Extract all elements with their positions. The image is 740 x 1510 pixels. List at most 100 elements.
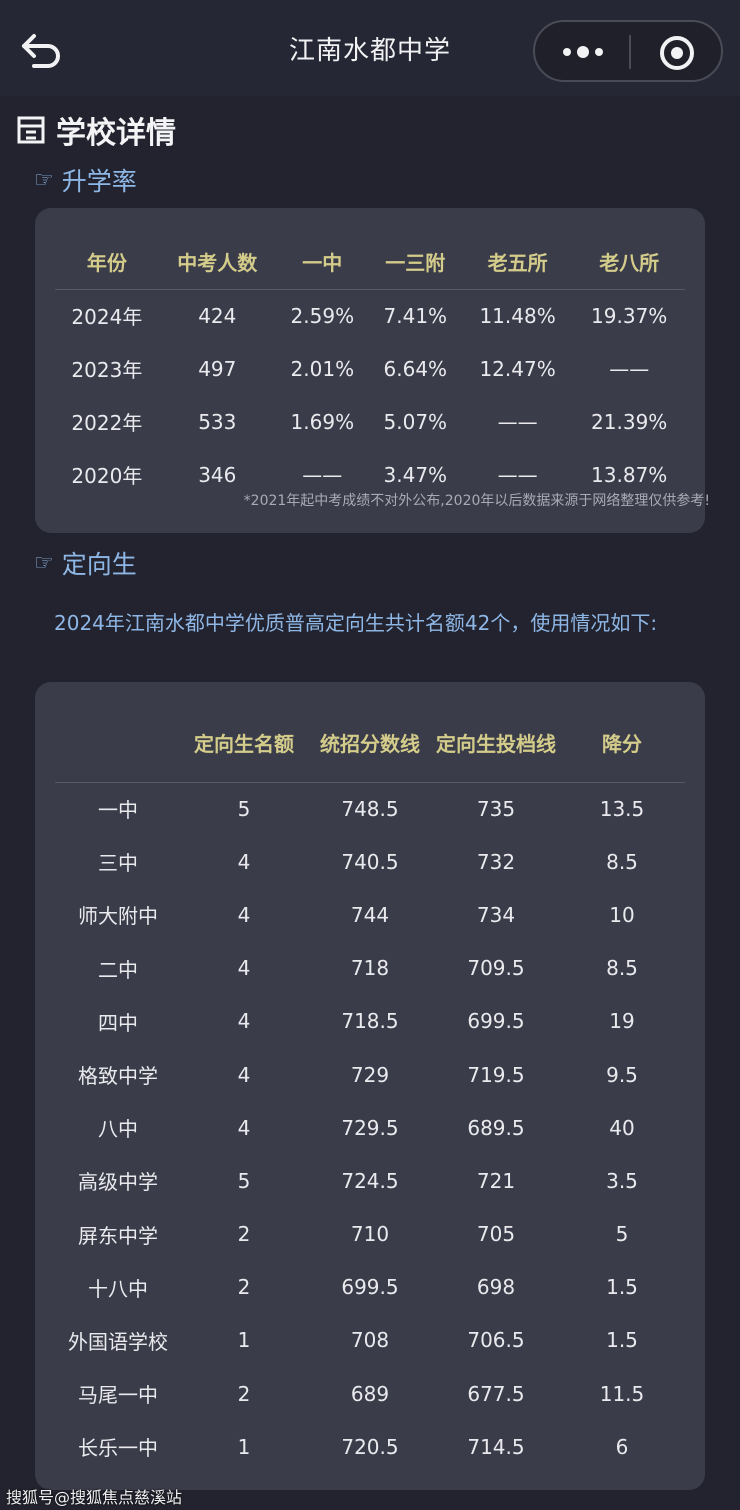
pointing-hand-icon: ☞ — [34, 550, 54, 576]
quota-cell: 4 — [237, 849, 251, 874]
quota-cell: 13.5 — [599, 796, 645, 821]
section-heading-text: 学校详情 — [56, 116, 176, 151]
quota-cell: 724.5 — [341, 1168, 399, 1193]
quota-cell: 748.5 — [341, 796, 399, 821]
table-row: 2023年 497 2.01% 6.64% 12.47% —— — [55, 342, 685, 395]
rates-header-cell: 老八所 — [573, 234, 685, 290]
quota-cell: 3.5 — [606, 1168, 638, 1193]
quota-cell: 1.5 — [606, 1275, 638, 1300]
quota-header-cell — [55, 706, 181, 783]
rates-cell: 2024年 — [71, 305, 143, 330]
quota-cell: 四中 — [98, 1010, 138, 1035]
quota-cell: 698 — [476, 1275, 516, 1300]
rates-header-cell: 一三附 — [368, 234, 462, 290]
quota-cell: 729.5 — [341, 1115, 399, 1140]
quota-cell: 699.5 — [467, 1009, 525, 1034]
rates-cell: 2023年 — [71, 358, 143, 382]
quota-cell: 708 — [350, 1328, 390, 1353]
subsection-quota-title: 定向生 — [61, 550, 137, 579]
quota-cell: 729 — [350, 1062, 390, 1087]
rates-cell: 3.47% — [383, 462, 448, 487]
table-row: 格致中学 4 729 719.5 9.5 — [55, 1048, 685, 1101]
quota-cell: 710 — [350, 1222, 390, 1247]
rates-cell: 21.39% — [591, 409, 668, 434]
quota-cell: 2 — [237, 1381, 251, 1406]
rates-cell: 11.48% — [479, 303, 556, 328]
quota-cell: 一中 — [98, 798, 138, 823]
more-dots-icon[interactable] — [559, 38, 607, 66]
mini-program-capsule — [533, 20, 723, 82]
table-row: 十八中 2 699.5 698 1.5 — [55, 1261, 685, 1314]
quota-cell: 4 — [237, 902, 251, 927]
subsection-quota: ☞ 定向生 — [34, 545, 137, 581]
pointing-hand-icon: ☞ — [34, 167, 54, 193]
quota-cell: 718.5 — [341, 1009, 399, 1034]
quota-cell: 8.5 — [606, 849, 638, 874]
quota-cell: 屏东中学 — [78, 1223, 158, 1248]
rates-cell: 6.64% — [383, 356, 448, 381]
quota-cell: 740.5 — [341, 849, 399, 874]
target-circle-icon[interactable] — [659, 35, 695, 71]
quota-cell: 二中 — [98, 957, 138, 982]
rates-cell: 424 — [198, 303, 237, 328]
quota-cell: 709.5 — [467, 956, 525, 981]
quota-cell: 677.5 — [467, 1381, 525, 1406]
table-row: 八中 4 729.5 689.5 40 — [55, 1101, 685, 1154]
quota-cell: 19 — [609, 1009, 635, 1034]
rates-header-cell: 老五所 — [461, 234, 574, 290]
quota-cell: 4 — [237, 956, 251, 981]
quota-cell: 高级中学 — [78, 1170, 158, 1195]
quota-cell: 八中 — [98, 1117, 138, 1142]
quota-cell: 师大附中 — [78, 904, 158, 929]
quota-cell: 6 — [615, 1434, 629, 1459]
quota-cell: 689 — [350, 1381, 390, 1406]
quota-cell: 三中 — [98, 851, 138, 876]
rates-cell: —— — [497, 462, 538, 487]
rates-cell: 2022年 — [71, 411, 143, 435]
page-title: 江南水都中学 — [288, 36, 451, 66]
quota-cell: 1.5 — [606, 1328, 638, 1353]
back-arrow-icon[interactable] — [20, 30, 64, 70]
quota-cell: 705 — [476, 1222, 516, 1247]
rates-cell: —— — [302, 462, 343, 487]
document-icon — [17, 116, 45, 144]
rates-cell: 533 — [198, 409, 237, 434]
quota-cell: 1 — [237, 1328, 251, 1353]
rates-cell: 2020年 — [71, 464, 143, 488]
quota-cell: 714.5 — [467, 1434, 525, 1459]
data-note: *2021年起中考成绩不对外公布,2020年以后数据来源于网络整理仅供参考! — [243, 493, 710, 509]
rates-card: 年份 中考人数 一中 一三附 老五所 老八所 2024年 424 2.59% 7.41% 11.4… — [35, 208, 705, 533]
subsection-rates: ☞ 升学率 — [34, 162, 137, 198]
rates-cell: 2.59% — [290, 303, 355, 328]
quota-cell: 732 — [476, 849, 516, 874]
rates-cell: —— — [497, 409, 538, 434]
quota-header-cell: 定向生名额 — [181, 706, 307, 783]
section-heading: 学校详情 — [16, 110, 176, 151]
quota-cell: 4 — [237, 1009, 251, 1034]
table-row: 2020年 346 —— 3.47% —— 13.87% — [55, 448, 685, 501]
quota-cell: 十八中 — [88, 1276, 148, 1301]
table-row: 外国语学校 1 708 706.5 1.5 — [55, 1314, 685, 1367]
quota-cell: 马尾一中 — [78, 1383, 158, 1408]
quota-cell: 720.5 — [341, 1434, 399, 1459]
top-bar: 江南水都中学 — [0, 0, 740, 96]
quota-header-cell: 降分 — [559, 706, 685, 783]
rates-header-cell: 中考人数 — [158, 234, 276, 290]
table-row: 屏东中学 2 710 705 5 — [55, 1208, 685, 1261]
table-row: 三中 4 740.5 732 8.5 — [55, 835, 685, 888]
table-row: 一中 5 748.5 735 13.5 — [55, 782, 685, 835]
table-row: 2024年 424 2.59% 7.41% 11.48% 19.37% — [55, 289, 685, 342]
quota-cell: 718 — [350, 956, 390, 981]
quota-cell: 721 — [476, 1168, 516, 1193]
table-row: 四中 4 718.5 699.5 19 — [55, 995, 685, 1048]
quota-header-cell: 定向生投档线 — [433, 706, 559, 783]
quota-cell: 外国语学校 — [68, 1329, 168, 1354]
rates-cell: —— — [609, 356, 650, 381]
quota-cell: 长乐一中 — [78, 1436, 158, 1461]
table-row: 2022年 533 1.69% 5.07% —— 21.39% — [55, 395, 685, 448]
quota-cell: 699.5 — [341, 1275, 399, 1300]
rates-table: 年份 中考人数 一中 一三附 老五所 老八所 2024年 424 2.59% 7.41% 11.4… — [55, 234, 685, 501]
table-row: 师大附中 4 744 734 10 — [55, 888, 685, 941]
quota-cell: 735 — [476, 796, 516, 821]
rates-cell: 5.07% — [383, 409, 448, 434]
